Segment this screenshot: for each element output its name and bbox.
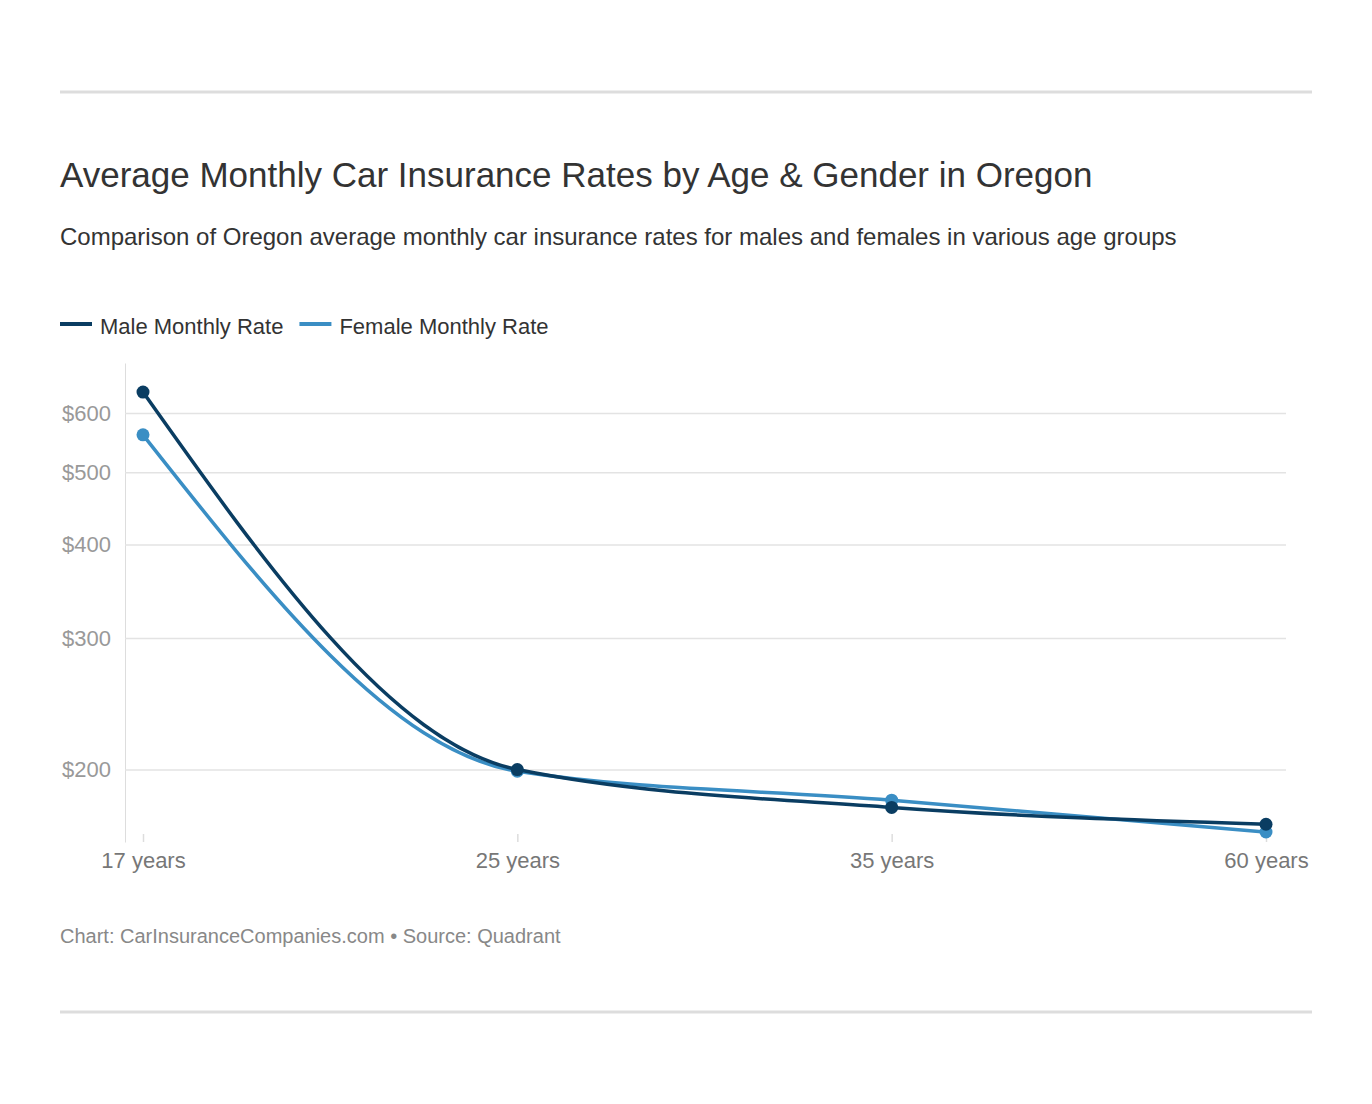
x-tick-mark <box>517 834 519 842</box>
x-tick: 35 years <box>850 834 934 873</box>
grid-line <box>125 544 1286 546</box>
legend-swatch <box>299 322 331 326</box>
y-tick-label: $500 <box>62 460 111 485</box>
subtitle: Comparison of Oregon average monthly car… <box>60 223 1177 250</box>
x-tick-label: 25 years <box>476 848 560 873</box>
grid-line <box>125 472 1286 474</box>
x-tick: 17 years <box>101 834 185 873</box>
x-tick-label: 35 years <box>850 848 934 873</box>
grid-line <box>125 638 1286 640</box>
y-tick-label: $200 <box>62 757 111 782</box>
grid-line <box>125 413 1286 415</box>
y-tick-label: $300 <box>62 626 111 651</box>
y-tick: $200 <box>62 757 1286 782</box>
x-tick-mark <box>891 834 893 842</box>
plot-area <box>137 386 1273 839</box>
x-tick-label: 17 years <box>101 848 185 873</box>
y-tick: $600 <box>62 401 1286 426</box>
legend-label: Female Monthly Rate <box>339 314 548 339</box>
series-line <box>143 392 1266 824</box>
series-marker <box>137 428 150 441</box>
series-marker <box>511 763 524 776</box>
series-marker <box>885 801 898 814</box>
chart: Average Monthly Car Insurance Rates by A… <box>0 0 1372 1104</box>
series-line <box>143 435 1266 832</box>
x-tick-label: 60 years <box>1224 848 1308 873</box>
title: Average Monthly Car Insurance Rates by A… <box>60 155 1092 194</box>
x-tick: 60 years <box>1224 834 1308 873</box>
y-tick: $500 <box>62 460 1286 485</box>
x-tick-mark <box>143 834 145 842</box>
y-tick-label: $600 <box>62 401 111 426</box>
legend-label: Male Monthly Rate <box>100 314 283 339</box>
series-marker <box>137 386 150 399</box>
legend-item: Female Monthly Rate <box>299 314 548 339</box>
source: Chart: CarInsuranceCompanies.com • Sourc… <box>60 925 561 947</box>
legend: Male Monthly Rate Female Monthly Rate <box>60 314 549 339</box>
y-tick-label: $400 <box>62 532 111 557</box>
legend-swatch <box>60 322 92 326</box>
series-marker <box>1260 818 1273 831</box>
y-axis: $200 $300 $400 $500 $600 <box>62 364 1286 843</box>
legend-item: Male Monthly Rate <box>60 314 283 339</box>
grid-line <box>125 769 1286 771</box>
y-tick: $300 <box>62 626 1286 651</box>
bottom-rule <box>60 1011 1312 1014</box>
x-tick: 25 years <box>476 834 560 873</box>
x-axis: 17 years 25 years 35 years 60 years <box>101 834 1308 873</box>
top-rule <box>60 91 1312 94</box>
